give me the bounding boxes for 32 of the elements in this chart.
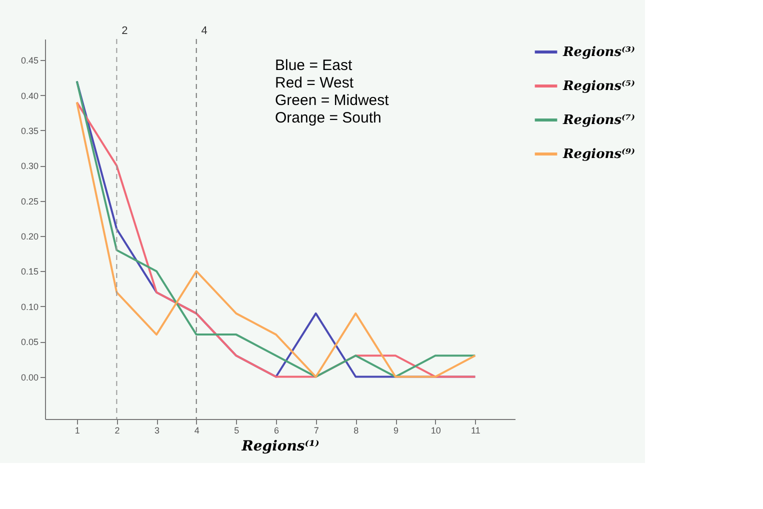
x-tick-label: 3 [154,426,160,436]
x-tick-label: 1 [74,426,80,436]
ref-line-label: 4 [201,25,208,37]
ref-line-label: 2 [122,25,128,37]
y-tick-label: 0.20 [20,232,38,242]
y-tick-label: 0.10 [20,302,38,312]
x-tick-label: 8 [354,426,359,436]
x-tick-label: 5 [234,426,240,436]
x-axis-title: Regions⁽¹⁾ [240,438,320,454]
y-tick-label: 0.35 [20,126,38,136]
y-tick-label: 0.15 [20,266,38,277]
legend-label: Regions⁽⁷⁾ [562,113,636,128]
annotation: Red = West [275,74,354,92]
x-tick-label: 11 [471,426,480,436]
x-tick-label: 2 [114,426,120,436]
y-tick-label: 0.05 [20,337,38,348]
y-tick-label: 0.30 [20,161,38,172]
legend-label: Regions⁽⁵⁾ [562,79,636,94]
x-tick-label: 4 [194,426,200,436]
annotation: Blue = East [275,56,353,74]
x-tick-label: 9 [394,426,399,436]
legend-label: Regions⁽⁹⁾ [562,147,636,162]
y-tick-label: 0.45 [20,56,38,66]
annotation: Green = Midwest [275,92,390,109]
x-tick-label: 7 [314,426,319,436]
y-tick-label: 0.25 [20,196,38,206]
y-tick-label: 0.40 [20,90,38,101]
legend-label: Regions⁽³⁾ [562,45,636,60]
y-tick-label: 0.00 [20,372,38,382]
x-tick-label: 6 [274,426,280,436]
annotation: Orange = South [275,109,382,126]
x-tick-label: 10 [430,426,441,436]
